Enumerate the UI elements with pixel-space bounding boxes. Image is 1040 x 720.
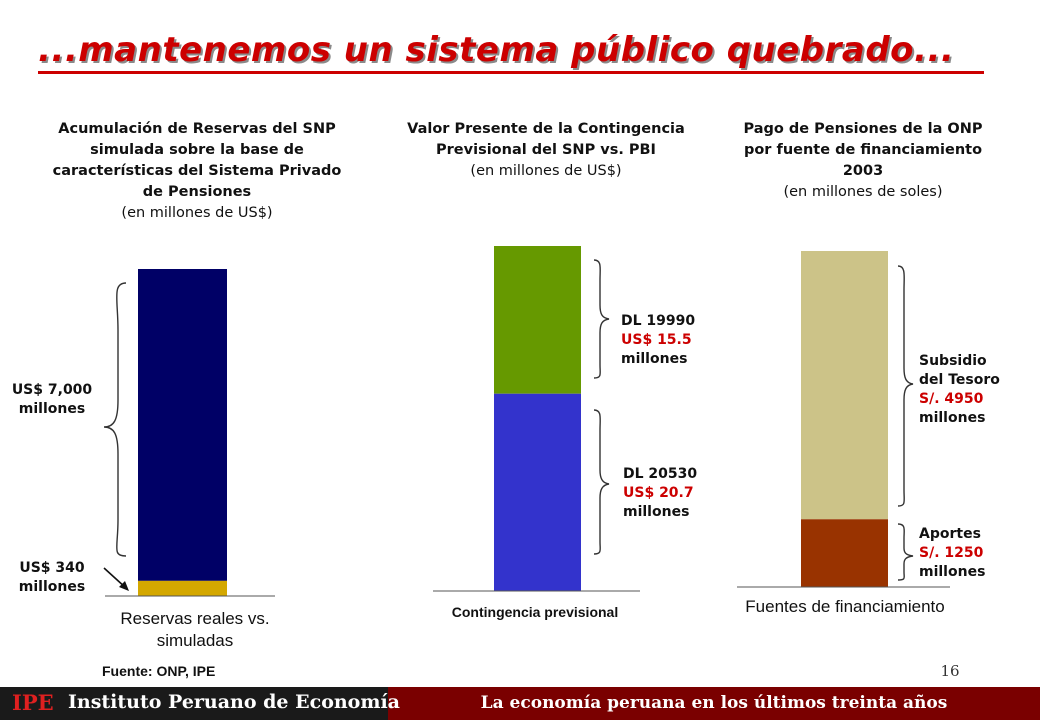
chart3-annotation-subsidio: Subsidio del Tesoro S/. 4950 millones <box>919 352 1029 428</box>
chart2-bar-dl19990 <box>494 246 581 394</box>
chart3-title-block: Pago de Pensiones de la ONP por fuente d… <box>732 119 994 203</box>
chart2-annotation-dl20530-value: US$ 20.7 <box>623 485 694 501</box>
chart3-annotation-aportes-unit: millones <box>919 564 986 580</box>
chart1-annotation-real: US$ 340 millones <box>18 560 86 595</box>
chart2-brace-top <box>593 259 610 379</box>
chart3-annotation-aportes-name: Aportes <box>919 526 981 542</box>
chart1-category-label: Reservas reales vs. simuladas <box>120 609 270 650</box>
footer-left-band <box>0 687 388 720</box>
source-note: Fuente: ONP, IPE <box>102 663 216 679</box>
chart3-subtitle: (en millones de soles) <box>783 184 943 200</box>
footer-right-band <box>388 687 1040 720</box>
footer-tagline: La economía peruana en los últimos trein… <box>480 693 948 713</box>
chart2-subtitle: (en millones de US$) <box>470 163 622 179</box>
slide-title: ...mantenemos un sistema público quebrad… <box>38 30 955 70</box>
chart3-category-label: Fuentes de financiamiento <box>745 597 945 616</box>
chart3-annotation-aportes-value: S/. 1250 <box>919 545 984 561</box>
chart2-annotation-dl19990-unit: millones <box>621 351 688 367</box>
footer-institution: Instituto Peruano de Economía <box>68 691 400 713</box>
chart2-category-label: Contingencia previsional <box>451 604 619 620</box>
chart2-annotation-dl19990: DL 19990 US$ 15.5 millones <box>621 312 721 369</box>
chart2-annotation-dl20530-unit: millones <box>623 504 690 520</box>
chart3-brace-top <box>897 265 914 507</box>
chart2-annotation-dl19990-name: DL 19990 <box>621 313 696 329</box>
chart1-subtitle: (en millones de US$) <box>121 205 273 221</box>
chart1-brace <box>103 282 127 557</box>
chart3-brace-bottom <box>897 523 914 581</box>
chart2-annotation-dl20530-name: DL 20530 <box>623 466 698 482</box>
title-underline <box>38 71 984 74</box>
chart3-bar-aportes <box>801 519 888 587</box>
chart1-title-block: Acumulación de Reservas del SNP simulada… <box>42 119 352 224</box>
footer-brand: IPE <box>12 690 54 715</box>
chart2-title: Valor Presente de la Contingencia Previs… <box>407 121 685 158</box>
chart2-title-block: Valor Presente de la Contingencia Previs… <box>400 119 692 182</box>
chart3-annotation-subsidio-name-2: del Tesoro <box>919 372 1000 388</box>
chart3-annotation-aportes: Aportes S/. 1250 millones <box>919 525 1029 582</box>
chart2-bar-dl20530 <box>494 393 581 591</box>
chart3-annotation-subsidio-unit: millones <box>919 410 986 426</box>
chart3-annotation-subsidio-value: S/. 4950 <box>919 391 984 407</box>
chart3-title: Pago de Pensiones de la ONP por fuente d… <box>743 121 983 179</box>
chart3-annotation-subsidio-name-1: Subsidio <box>919 353 987 369</box>
chart2-annotation-dl20530: DL 20530 US$ 20.7 millones <box>623 465 723 522</box>
page-number: 16 <box>940 662 960 680</box>
chart1-title: Acumulación de Reservas del SNP simulada… <box>52 121 342 200</box>
chart2-annotation-dl19990-value: US$ 15.5 <box>621 332 692 348</box>
chart3-bar-subsidio <box>801 251 888 520</box>
chart1-annotation-total: US$ 7,000 millones <box>11 382 93 417</box>
chart1-bar-real <box>138 580 227 596</box>
chart2-brace-bottom <box>593 409 610 555</box>
chart1-arrowhead <box>119 581 129 591</box>
chart1-bar-simulated <box>138 269 227 581</box>
